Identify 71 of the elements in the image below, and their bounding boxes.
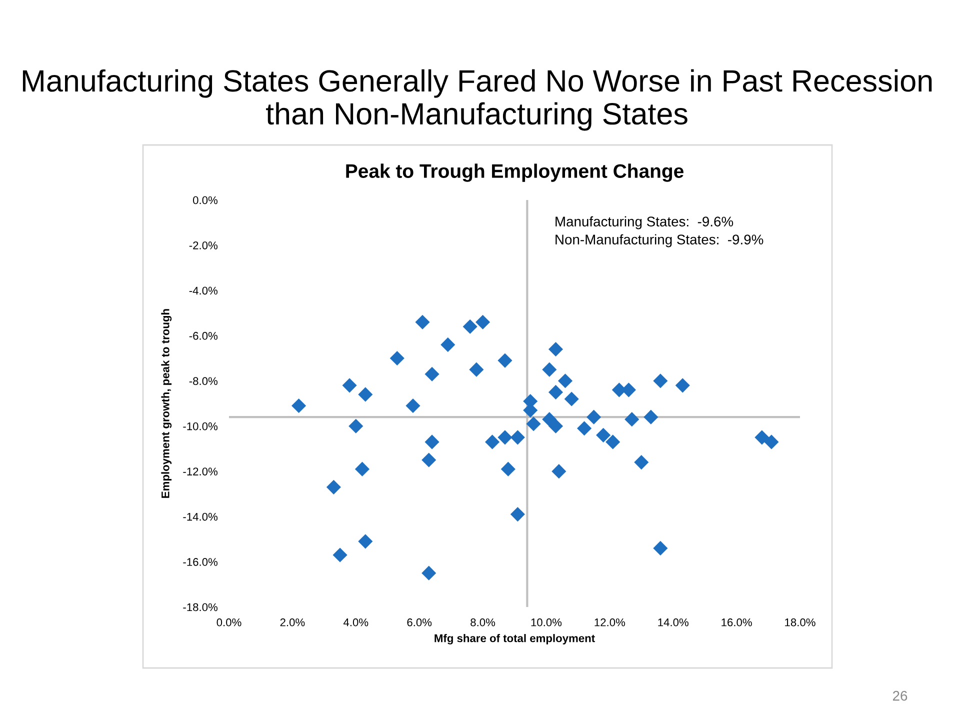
point	[415, 314, 430, 330]
point	[564, 392, 579, 406]
point	[498, 430, 512, 445]
y-tick-label: -14.0%	[183, 512, 218, 521]
annotation: Manufacturing States: -9.6% Non-Manufacturing States: -9.9%	[556, 216, 764, 248]
x-tick-label: 10.0%	[531, 618, 562, 626]
y-tick-label: -16.0%	[183, 558, 218, 566]
point	[348, 418, 364, 434]
point	[424, 434, 440, 450]
x-axis-title: Mfg share of total employment	[434, 634, 595, 644]
x-tick-label: 0.0%	[216, 618, 242, 626]
point	[653, 540, 668, 556]
point	[440, 337, 456, 352]
y-tick-label: -6.0%	[189, 332, 218, 340]
chart-title: Peak to Trough Employment Change	[346, 164, 684, 182]
x-tick-label: 16.0%	[722, 618, 752, 626]
point	[342, 378, 357, 393]
x-tick-label: 6.0%	[407, 618, 432, 626]
point	[500, 462, 516, 476]
point	[332, 548, 348, 562]
point	[548, 342, 564, 357]
x-tick-label: 14.0%	[658, 618, 688, 626]
x-tick-label: 12.0%	[594, 618, 626, 626]
point	[764, 434, 779, 450]
point	[390, 350, 404, 366]
y-tick-label: 0.0%	[193, 196, 218, 204]
point	[526, 416, 541, 432]
point	[596, 428, 611, 442]
point	[548, 418, 564, 434]
point	[406, 398, 420, 414]
point	[624, 412, 640, 427]
point	[422, 452, 436, 468]
chart-subtitle: Manufacturing States Generally Fared No Worse in Past Recession than Non-Manufacturing States	[22, 69, 932, 131]
point	[485, 434, 500, 450]
point	[653, 374, 668, 388]
point	[606, 434, 620, 450]
point	[510, 507, 525, 522]
text: 26	[892, 690, 908, 701]
y-tick-label: -10.0%	[183, 422, 218, 430]
point	[644, 410, 658, 424]
y-tick-label: -2.0%	[189, 241, 218, 250]
point	[358, 534, 373, 549]
point	[424, 366, 440, 382]
x-tick-label: 4.0%	[343, 618, 368, 626]
point	[326, 480, 341, 494]
point	[675, 378, 690, 393]
y-tick-label: -4.0%	[189, 286, 218, 295]
point	[462, 319, 478, 334]
x-tick-label: 8.0%	[470, 618, 496, 626]
y-axis-title: Employment growth, peak to trough	[161, 309, 172, 498]
point	[354, 462, 370, 476]
point	[510, 430, 525, 445]
point	[586, 410, 602, 424]
point	[558, 374, 573, 388]
point	[548, 384, 564, 400]
point	[422, 566, 436, 580]
point	[552, 464, 566, 479]
point	[358, 387, 373, 402]
point	[292, 398, 306, 414]
point	[754, 430, 770, 445]
x-tick-label: 18.0%	[785, 618, 816, 626]
point	[498, 353, 512, 368]
point	[469, 362, 484, 377]
point	[577, 421, 592, 436]
y-tick-label: -12.0%	[183, 468, 218, 476]
y-tick-label: -8.0%	[189, 377, 218, 386]
y-tick-label: -18.0%	[183, 603, 218, 612]
x-tick-label: 2.0%	[280, 618, 305, 626]
point	[542, 362, 557, 377]
point	[475, 314, 490, 330]
point	[634, 455, 649, 470]
